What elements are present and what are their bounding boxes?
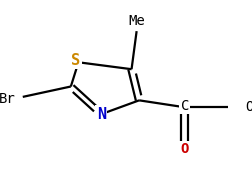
Text: OEt: OEt	[244, 100, 252, 114]
Text: N: N	[96, 107, 105, 122]
Text: O: O	[180, 142, 188, 156]
Text: Br: Br	[0, 92, 15, 106]
Text: S: S	[71, 53, 80, 68]
Text: C: C	[180, 99, 188, 112]
Text: Me: Me	[128, 14, 144, 28]
